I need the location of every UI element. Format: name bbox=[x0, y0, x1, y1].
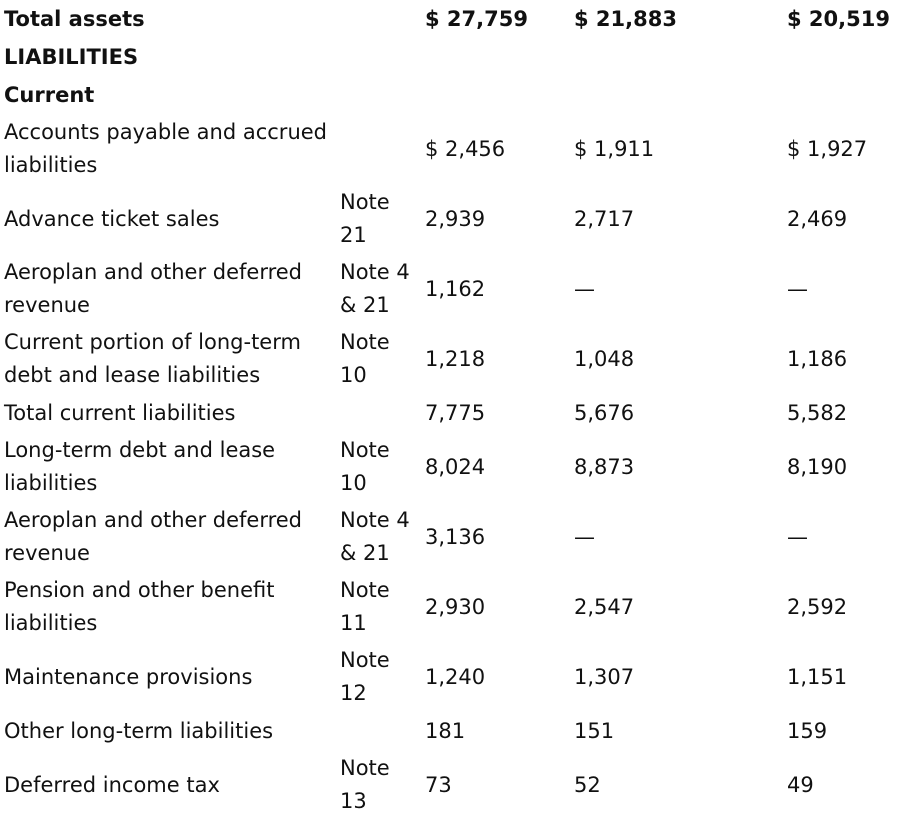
row-value-col3 bbox=[783, 38, 898, 76]
row-note: Note 4 & 21 bbox=[340, 508, 410, 565]
row-label: Pension and other benefit liabilities bbox=[4, 578, 275, 635]
table-row: Maintenance provisions Note 12 1,240 1,3… bbox=[0, 642, 898, 712]
row-value-col2: 151 bbox=[574, 718, 615, 743]
row-note: Note 21 bbox=[340, 190, 390, 247]
row-value-col2: 52 bbox=[574, 772, 601, 797]
row-value-col1: 73 bbox=[425, 772, 452, 797]
row-value-col2: 1,307 bbox=[574, 664, 635, 689]
row-value-col2: 5,676 bbox=[574, 400, 635, 425]
table-row: Deferred income tax Note 13 73 52 49 bbox=[0, 750, 898, 820]
row-label: Long-term debt and lease liabilities bbox=[4, 438, 276, 495]
row-label: Aeroplan and other deferred revenue bbox=[4, 508, 303, 565]
row-value-col3: 1,151 bbox=[787, 664, 848, 689]
row-note bbox=[336, 76, 421, 114]
row-value-col2: 8,873 bbox=[574, 454, 635, 479]
row-value-col1 bbox=[421, 38, 570, 76]
row-value-col3: 8,190 bbox=[787, 454, 848, 479]
row-value-col1: 3,136 bbox=[425, 524, 486, 549]
table-row: Current portion of long-term debt and le… bbox=[0, 324, 898, 394]
table-row-current-heading: Current bbox=[0, 76, 898, 114]
row-value-col3: 49 bbox=[787, 772, 814, 797]
row-value-col1: 2,930 bbox=[425, 594, 486, 619]
row-value-col2: — bbox=[574, 524, 595, 549]
table-row: Advance ticket sales Note 21 2,939 2,717… bbox=[0, 184, 898, 254]
row-label: Deferred income tax bbox=[4, 772, 220, 797]
row-label: Advance ticket sales bbox=[4, 206, 220, 231]
row-note: Note 10 bbox=[340, 438, 390, 495]
row-value-col1: 1,240 bbox=[425, 664, 486, 689]
row-value-col3 bbox=[783, 76, 898, 114]
row-label: Accounts payable and accrued liabilities bbox=[4, 120, 327, 177]
row-label: Maintenance provisions bbox=[4, 664, 253, 689]
row-value-col3: — bbox=[787, 276, 808, 301]
row-label: Total current liabilities bbox=[4, 400, 236, 425]
row-value-col1: $ 2,456 bbox=[425, 136, 506, 161]
row-value-col2: 1,048 bbox=[574, 346, 635, 371]
table-row-total-assets: Total assets $ 27,759 $ 21,883 $ 20,519 bbox=[0, 0, 898, 38]
row-value-col1: 181 bbox=[425, 718, 466, 743]
row-note: Note 12 bbox=[340, 648, 390, 705]
row-value-col2: 2,547 bbox=[574, 594, 635, 619]
section-heading: LIABILITIES bbox=[4, 44, 139, 69]
row-value-col1: 8,024 bbox=[425, 454, 486, 479]
row-value-col2 bbox=[570, 76, 783, 114]
row-value-col1: $ 27,759 bbox=[425, 6, 528, 31]
row-value-col3: 2,469 bbox=[787, 206, 848, 231]
row-label: Other long-term liabilities bbox=[4, 718, 274, 743]
table-row: Aeroplan and other deferred revenue Note… bbox=[0, 254, 898, 324]
row-note: Note 10 bbox=[340, 330, 390, 387]
table-row: Long-term debt and lease liabilities Not… bbox=[0, 432, 898, 502]
row-note bbox=[336, 712, 421, 750]
row-label: Current portion of long-term debt and le… bbox=[4, 330, 301, 387]
row-value-col3: 2,592 bbox=[787, 594, 848, 619]
table-row: Accounts payable and accrued liabilities… bbox=[0, 114, 898, 184]
subsection-heading: Current bbox=[4, 82, 95, 107]
row-value-col1: 2,939 bbox=[425, 206, 486, 231]
row-value-col3: $ 1,927 bbox=[787, 136, 868, 161]
table-row: Aeroplan and other deferred revenue Note… bbox=[0, 502, 898, 572]
row-note: Note 13 bbox=[340, 756, 390, 813]
row-value-col3: — bbox=[787, 524, 808, 549]
row-value-col2: — bbox=[574, 276, 595, 301]
row-value-col1 bbox=[421, 76, 570, 114]
row-value-col1: 1,162 bbox=[425, 276, 486, 301]
row-value-col2: $ 21,883 bbox=[574, 6, 677, 31]
table-row-liabilities-heading: LIABILITIES bbox=[0, 38, 898, 76]
row-value-col3: 1,186 bbox=[787, 346, 848, 371]
row-label: Aeroplan and other deferred revenue bbox=[4, 260, 303, 317]
table-row: Pension and other benefit liabilities No… bbox=[0, 572, 898, 642]
row-value-col1: 1,218 bbox=[425, 346, 486, 371]
row-note bbox=[336, 38, 421, 76]
row-value-col3: $ 20,519 bbox=[787, 6, 890, 31]
table-row-total-current-liabilities: Total current liabilities 7,775 5,676 5,… bbox=[0, 394, 898, 432]
row-note bbox=[336, 114, 421, 184]
row-note bbox=[336, 0, 421, 38]
row-value-col3: 5,582 bbox=[787, 400, 848, 425]
row-value-col1: 7,775 bbox=[425, 400, 486, 425]
row-note: Note 11 bbox=[340, 578, 390, 635]
row-note: Note 4 & 21 bbox=[340, 260, 410, 317]
row-label: Total assets bbox=[4, 6, 145, 31]
row-value-col2 bbox=[570, 38, 783, 76]
row-value-col2: $ 1,911 bbox=[574, 136, 655, 161]
table-row: Other long-term liabilities 181 151 159 bbox=[0, 712, 898, 750]
row-value-col3: 159 bbox=[787, 718, 828, 743]
row-value-col2: 2,717 bbox=[574, 206, 635, 231]
row-note bbox=[336, 394, 421, 432]
